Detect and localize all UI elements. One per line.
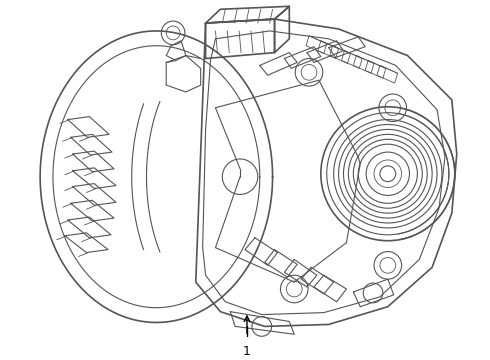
Text: 1: 1 <box>243 345 251 357</box>
